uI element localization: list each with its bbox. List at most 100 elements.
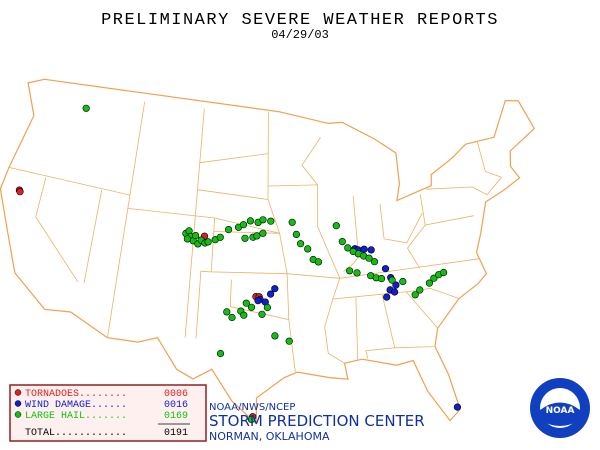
state-border <box>268 184 318 187</box>
report-dot <box>253 232 261 240</box>
state-border <box>195 217 215 339</box>
state-border <box>405 291 439 329</box>
report-dot <box>453 403 462 411</box>
state-border <box>35 177 79 283</box>
report-dot <box>365 254 373 262</box>
report-dot <box>254 297 262 305</box>
report-dot <box>297 240 305 248</box>
legend-box <box>9 384 207 442</box>
legend-label: LARGE HAIL....... <box>25 411 127 422</box>
logo-text: NOAA <box>546 406 575 416</box>
state-border <box>211 258 479 279</box>
legend-count: 0006 <box>164 389 188 400</box>
total-label: TOTAL............ <box>25 428 127 439</box>
us-outline <box>0 78 536 425</box>
state-border <box>365 294 396 359</box>
total-count: 0191 <box>164 428 188 439</box>
report-dot <box>360 245 368 253</box>
report-dot <box>267 217 275 225</box>
state-border <box>127 208 280 234</box>
report-dot <box>388 276 396 284</box>
state-border <box>8 167 131 196</box>
report-dot <box>82 104 90 112</box>
report-dot <box>223 308 231 316</box>
report-dot <box>263 303 272 312</box>
report-dot <box>183 235 191 243</box>
report-dot <box>228 313 236 322</box>
state-border <box>199 153 269 164</box>
report-dot <box>271 332 279 340</box>
report-dot <box>440 268 448 277</box>
noaa-logo: NOAA <box>530 378 590 438</box>
legend-count: 0016 <box>164 400 188 411</box>
report-dot <box>332 222 340 230</box>
report-dot <box>247 415 256 424</box>
report-dot <box>259 216 267 224</box>
state-border <box>83 190 103 284</box>
state-border <box>426 176 502 196</box>
report-dot <box>285 337 293 345</box>
legend-dot <box>14 411 22 418</box>
report-dot <box>411 291 419 299</box>
report-dot <box>399 277 407 286</box>
report-dot <box>247 303 256 311</box>
state-border <box>384 212 423 244</box>
legend-label: TORNADOES........ <box>25 389 127 400</box>
report-dot <box>430 274 438 282</box>
logo-wave <box>540 402 580 426</box>
report-dot <box>239 221 248 229</box>
report-dot <box>192 232 200 240</box>
legend-label: WIND DAMAGE...... <box>25 400 127 411</box>
report-dot <box>338 238 346 246</box>
location: NORMAN, OKLAHOMA <box>209 430 330 443</box>
state-border <box>107 101 146 338</box>
state-border <box>184 108 205 338</box>
state-border <box>267 111 290 320</box>
legend-dot <box>14 400 22 407</box>
report-dot <box>271 285 279 293</box>
report-dot <box>370 258 379 266</box>
us-map <box>0 78 536 425</box>
report-dot <box>246 217 254 225</box>
report-dot <box>267 290 275 298</box>
state-border <box>379 204 385 239</box>
center-name: STORM PREDICTION CENTER <box>209 412 425 430</box>
title: PRELIMINARY SEVERE WEATHER REPORTS <box>101 11 499 30</box>
report-dot <box>259 229 267 237</box>
state-border <box>394 346 434 349</box>
report-dot <box>377 275 386 283</box>
report-dot <box>216 233 224 241</box>
report-dot <box>16 188 24 196</box>
report-dot <box>304 245 312 253</box>
report-dot <box>392 281 400 289</box>
report-dot <box>225 226 233 234</box>
agency: NOAA/NWS/NCEP <box>209 402 295 413</box>
report-dot <box>383 293 391 301</box>
state-border <box>407 224 426 269</box>
legend-count: 0169 <box>164 411 188 422</box>
report-dot <box>216 349 225 358</box>
report-dot <box>381 265 390 273</box>
report-dot <box>288 218 296 226</box>
legend: TORNADOES........ 0006 WIND DAMAGE...... 00… <box>14 389 190 439</box>
state-border <box>197 189 269 200</box>
report-dot <box>241 234 249 242</box>
report-dot <box>425 279 434 287</box>
report-dot <box>258 310 266 318</box>
date: 04/29/03 <box>271 28 329 42</box>
state-border <box>301 137 345 364</box>
report-dot <box>346 267 354 275</box>
reports <box>15 104 462 424</box>
legend-dot <box>14 389 22 396</box>
state-border <box>476 141 502 178</box>
state-border <box>213 231 280 234</box>
state-border <box>355 297 359 360</box>
report-dot <box>314 258 323 266</box>
report-dot <box>204 238 212 246</box>
report-dot <box>240 311 248 319</box>
report-dot <box>367 246 375 254</box>
report-dot <box>242 299 250 307</box>
report-dot <box>353 269 361 277</box>
report-dot <box>344 244 352 252</box>
